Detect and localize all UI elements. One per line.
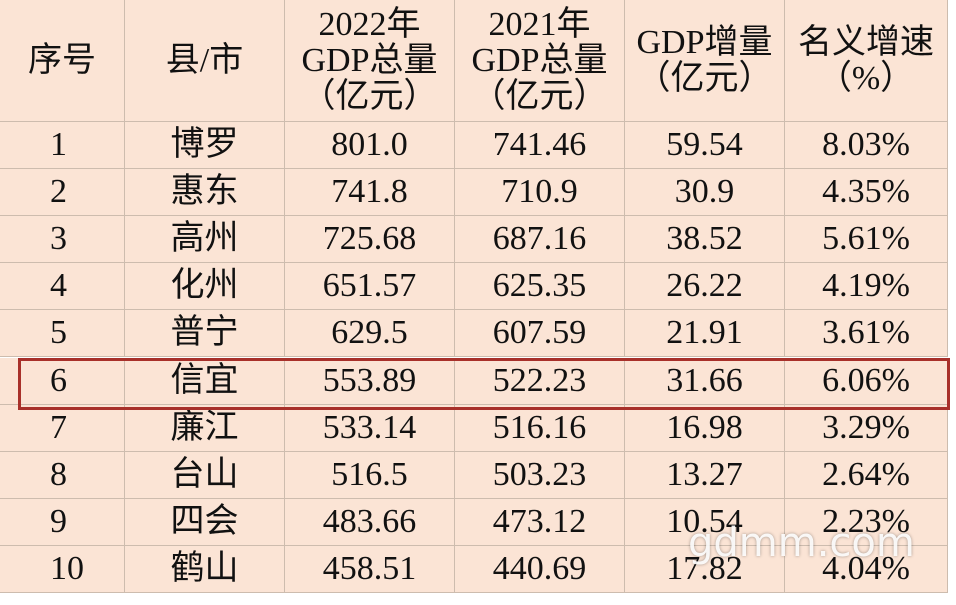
table-cell: 4.35% (785, 169, 948, 217)
header-text: 序号 (28, 41, 96, 79)
table-cell: 38.52 (625, 216, 785, 264)
table-cell: 26.22 (625, 263, 785, 311)
table-cell: 629.5 (285, 310, 455, 358)
table-cell: 10.54 (625, 498, 785, 546)
header-cell: 序号 (0, 0, 125, 122)
header-cell: 县/市 (125, 0, 285, 122)
table-cell: 440.69 (455, 545, 625, 593)
table-cell: 17.82 (625, 545, 785, 593)
table-cell: 687.16 (455, 216, 625, 264)
table-cell: 483.66 (285, 498, 455, 546)
table-cell: 503.23 (455, 451, 625, 499)
table-cell: 607.59 (455, 310, 625, 358)
table-cell: 3 (0, 216, 125, 264)
table-cell: 21.91 (625, 310, 785, 358)
table-cell: 化州 (125, 263, 285, 311)
header-cell: 名义增速 （%） (785, 0, 948, 122)
header-text: 县/市 (165, 41, 244, 79)
header-text: 2022年 (318, 5, 421, 43)
table-cell: 四会 (125, 498, 285, 546)
table-cell: 710.9 (455, 169, 625, 217)
table-cell: 2.23% (785, 498, 948, 546)
table-cell: 522.23 (455, 357, 625, 405)
table-cell: 553.89 (285, 357, 455, 405)
table-cell: 鹤山 (125, 545, 285, 593)
header-text: （亿元） (636, 59, 773, 97)
table-cell: 59.54 (625, 122, 785, 170)
header-cell: GDP增量 （亿元） (625, 0, 785, 122)
table-cell: 516.5 (285, 451, 455, 499)
table-cell: 473.12 (455, 498, 625, 546)
table-cell: 16.98 (625, 404, 785, 452)
header-text: （亿元） (471, 77, 608, 115)
table-cell: 5.61% (785, 216, 948, 264)
table-cell: 801.0 (285, 122, 455, 170)
table-cell: 5 (0, 310, 125, 358)
table-cell: 4 (0, 263, 125, 311)
row-highlight (18, 358, 950, 410)
table-cell: 741.8 (285, 169, 455, 217)
table-cell: 8.03% (785, 122, 948, 170)
header-cell: 2022年 GDP总量 （亿元） (285, 0, 455, 122)
table-cell: 信宜 (125, 357, 285, 405)
header-text: GDP总量 (301, 41, 438, 79)
table-cell: 普宁 (125, 310, 285, 358)
header-text: （亿元） (301, 77, 438, 115)
table-cell: 533.14 (285, 404, 455, 452)
header-text: 2021年 (488, 5, 591, 43)
table-cell: 625.35 (455, 263, 625, 311)
header-text: （%） (817, 59, 915, 97)
table-cell: 博罗 (125, 122, 285, 170)
table-cell: 10 (0, 545, 125, 593)
table-cell: 4.19% (785, 263, 948, 311)
watermark: gdmm.com (688, 520, 915, 566)
table-cell: 30.9 (625, 169, 785, 217)
header-cell: 2021年 GDP总量 （亿元） (455, 0, 625, 122)
table-cell: 3.29% (785, 404, 948, 452)
table-cell: 2 (0, 169, 125, 217)
table-cell: 6.06% (785, 357, 948, 405)
header-text: GDP增量 (636, 23, 773, 61)
table-cell: 458.51 (285, 545, 455, 593)
table-cell: 516.16 (455, 404, 625, 452)
table-cell: 4.04% (785, 545, 948, 593)
table-cell: 13.27 (625, 451, 785, 499)
table-cell: 2.64% (785, 451, 948, 499)
table-cell: 31.66 (625, 357, 785, 405)
table-cell: 1 (0, 122, 125, 170)
header-text: 名义增速 (798, 23, 934, 61)
table-cell: 台山 (125, 451, 285, 499)
table-cell: 廉江 (125, 404, 285, 452)
table-cell: 651.57 (285, 263, 455, 311)
table-cell: 741.46 (455, 122, 625, 170)
table-cell: 惠东 (125, 169, 285, 217)
table-cell: 7 (0, 404, 125, 452)
table-cell: 8 (0, 451, 125, 499)
table-cell: 3.61% (785, 310, 948, 358)
table-cell: 725.68 (285, 216, 455, 264)
table-cell: 9 (0, 498, 125, 546)
table-cell: 高州 (125, 216, 285, 264)
header-text: GDP总量 (471, 41, 608, 79)
